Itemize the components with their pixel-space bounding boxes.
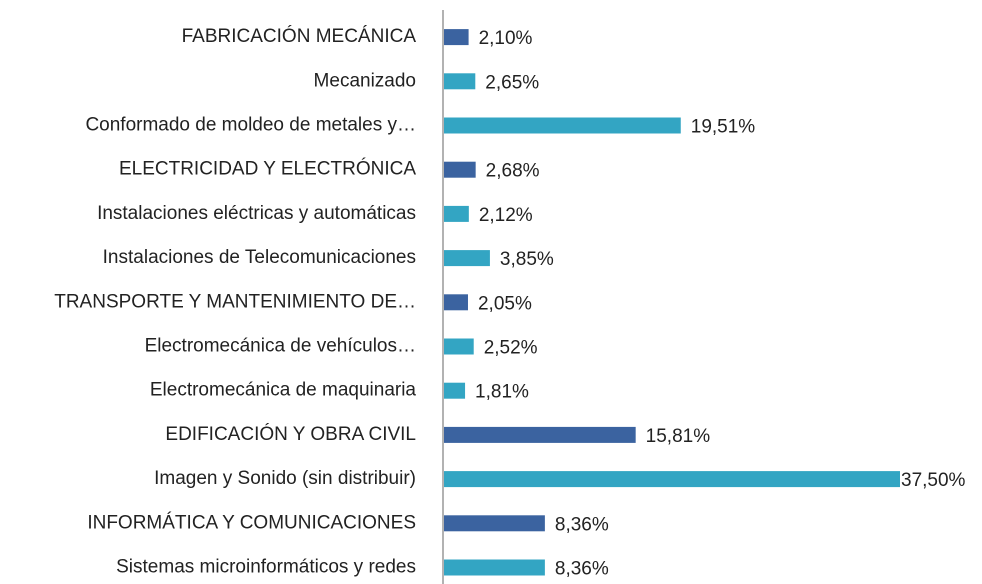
category-label: Conformado de moldeo de metales y…: [85, 115, 416, 136]
bar: [444, 338, 474, 355]
bar: [444, 382, 466, 399]
value-label: 15,81%: [646, 426, 711, 447]
category-label: INFORMÁTICA Y COMUNICACIONES: [87, 512, 416, 533]
value-label: 2,52%: [484, 338, 538, 359]
value-label: 3,85%: [500, 249, 554, 270]
category-label: Imagen y Sonido (sin distribuir): [154, 468, 416, 489]
bar: [444, 117, 681, 134]
value-label: 2,10%: [479, 28, 533, 49]
category-label: TRANSPORTE Y MANTENIMIENTO DE…: [54, 291, 416, 312]
value-label: 8,36%: [555, 514, 609, 535]
category-label: Mecanizado: [314, 70, 416, 91]
value-label: 8,36%: [555, 559, 609, 580]
value-label: 2,65%: [485, 72, 539, 93]
category-label: FABRICACIÓN MECÁNICA: [182, 25, 417, 47]
category-label: Electromecánica de maquinaria: [150, 380, 417, 401]
value-label: 2,68%: [486, 161, 540, 182]
category-label: Sistemas microinformáticos y redes: [116, 557, 416, 578]
value-label: 2,05%: [478, 293, 532, 314]
value-label: 1,81%: [475, 382, 529, 403]
bar: [444, 205, 469, 222]
value-label: 19,51%: [691, 117, 756, 138]
value-label: 2,12%: [479, 205, 533, 226]
bar: [444, 515, 545, 532]
bar: [444, 29, 469, 46]
bar: [444, 250, 490, 267]
category-label: EDIFICACIÓN Y OBRA CIVIL: [165, 423, 416, 445]
bar: [444, 426, 636, 443]
category-label: Instalaciones de Telecomunicaciones: [103, 247, 416, 268]
category-label: Instalaciones eléctricas y automáticas: [97, 203, 416, 224]
category-label: ELECTRICIDAD Y ELECTRÓNICA: [119, 158, 416, 180]
bar: [444, 471, 900, 488]
bar: [444, 73, 476, 90]
bar: [444, 559, 545, 576]
bar: [444, 294, 468, 311]
bar: [444, 161, 476, 178]
category-label: Electromecánica de vehículos…: [145, 336, 416, 357]
value-label: 37,50%: [901, 470, 966, 491]
